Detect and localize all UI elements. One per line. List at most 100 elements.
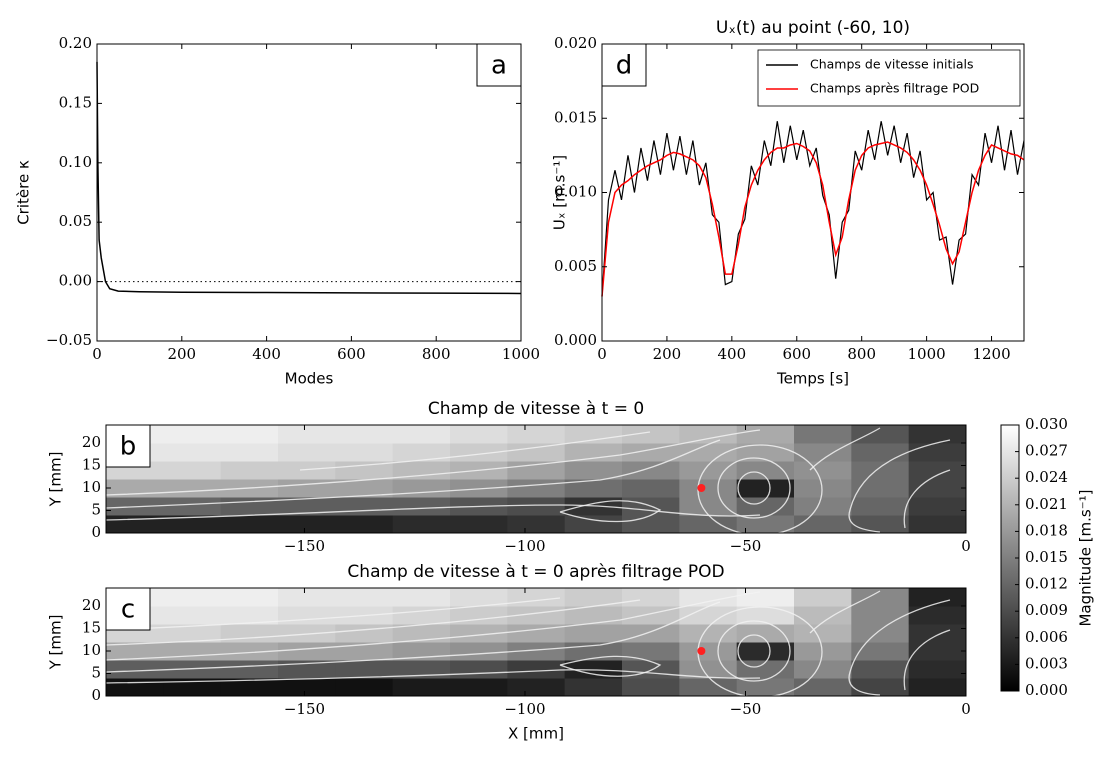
heatmap-cell: [220, 515, 279, 533]
heatmap-cell: [908, 660, 966, 679]
colorbar-tick-label: 0.024: [1025, 468, 1068, 486]
heatmap-cell: [507, 606, 566, 625]
heatmap-cell: [851, 606, 910, 625]
heatmap-cell: [851, 461, 910, 480]
y-tick-label: 10: [82, 478, 101, 496]
heatmap-cell: [908, 425, 966, 444]
y-tick-label: 5: [91, 664, 101, 682]
streamlines: [106, 427, 951, 696]
heatmap-cell: [851, 678, 910, 696]
heatmap-cell: [392, 443, 451, 462]
heatmap-cell: [794, 624, 852, 643]
heatmap-cell: [392, 624, 451, 643]
x-tick-label: 600: [337, 345, 366, 363]
heatmap-cell: [335, 660, 394, 679]
y-tick-label: 20: [82, 596, 101, 614]
axes-frame: [105, 587, 967, 697]
colorbar-tick-label: 0.009: [1025, 601, 1068, 619]
heatmap-cell: [507, 443, 566, 462]
heatmap-cell: [335, 479, 394, 498]
colorbar-tick-label: 0.015: [1025, 548, 1068, 566]
streamlines-b: [106, 427, 951, 533]
heatmap-cell: [564, 479, 623, 498]
panel-label: b: [120, 432, 137, 462]
chart-title: Champ de vitesse à t = 0 après filtrage …: [347, 562, 724, 582]
y-axis-label: Y [mm]: [47, 452, 65, 508]
heatmap-cell: [622, 624, 680, 643]
heatmap-cell: [507, 515, 566, 533]
panel-label: d: [616, 51, 633, 81]
heatmap-cell: [679, 660, 738, 679]
colorbar-tick-label: 0.003: [1025, 654, 1068, 672]
heatmap-cell: [736, 642, 795, 661]
x-tick-label: 0: [597, 345, 607, 363]
x-axis-label: Temps [s]: [776, 370, 849, 388]
heatmap-cell: [564, 660, 623, 679]
heatmap-cell: [163, 515, 222, 533]
heatmap-cell: [736, 425, 795, 444]
heatmap-cell: [450, 588, 508, 607]
heatmap-cell: [908, 624, 966, 643]
colorbar-label: Magnitude [m.s⁻¹]: [1077, 489, 1095, 626]
heatmap-cell: [507, 479, 566, 498]
heatmap-cell: [564, 678, 623, 696]
heatmap-cell: [736, 606, 795, 625]
heatmap-cell: [851, 443, 910, 462]
heatmap-cell: [163, 443, 222, 462]
heatmap-cell: [335, 642, 394, 661]
heatmap-cell: [507, 461, 566, 480]
heatmap-cell: [392, 497, 451, 516]
probe-point: [697, 484, 706, 492]
heatmap-cell: [794, 606, 852, 625]
heatmap-cell: [335, 624, 394, 643]
heatmap-cell: [679, 624, 738, 643]
heatmap-cell: [736, 624, 795, 643]
y-tick-label: 0.05: [59, 212, 92, 230]
heatmap-cell: [450, 443, 508, 462]
heatmap-cell: [220, 624, 279, 643]
heatmap-cell: [679, 443, 738, 462]
x-tick-label: 800: [422, 345, 451, 363]
y-tick-label: 15: [82, 619, 101, 637]
line-series: [601, 121, 1025, 297]
heatmap-cell: [507, 624, 566, 643]
heatmap-cell: [851, 497, 910, 516]
heatmap-cell: [908, 443, 966, 462]
y-tick-label: −0.05: [46, 331, 92, 349]
x-tick-label: 600: [782, 345, 811, 363]
heatmap-cell: [908, 642, 966, 661]
chart-title: Champ de vitesse à t = 0: [428, 399, 644, 419]
heatmap-cell: [163, 642, 222, 661]
heatmap-cell: [220, 443, 279, 462]
heatmap-cell: [679, 425, 738, 444]
heatmap-cell: [220, 588, 279, 607]
heatmap-cell: [564, 606, 623, 625]
heatmap-cell: [679, 678, 738, 696]
heatmap-cell: [507, 642, 566, 661]
y-tick-label: 0.00: [59, 272, 92, 290]
heatmap-cell: [392, 479, 451, 498]
heatmap-cell: [335, 678, 394, 696]
heatmap-cell: [106, 678, 164, 696]
x-tick-label: 400: [718, 345, 747, 363]
y-axis-label: Uₓ [m.s⁻¹]: [551, 155, 569, 230]
heatmap-cell: [794, 678, 852, 696]
heatmap-cell: [278, 515, 336, 533]
heatmap-cell: [622, 678, 680, 696]
colorbar-tick-label: 0.000: [1025, 681, 1068, 699]
heatmap-cell: [794, 515, 852, 533]
x-tick-label: −150: [284, 537, 325, 555]
heatmap-cell: [163, 588, 222, 607]
colorbar-tick-label: 0.027: [1025, 442, 1068, 460]
heatmap-cell: [450, 678, 508, 696]
heatmap-cell: [736, 588, 795, 607]
axes-frame: [96, 43, 522, 342]
x-tick-label: 1000: [908, 345, 946, 363]
x-tick-label: 1200: [972, 345, 1010, 363]
x-tick-label: 200: [653, 345, 682, 363]
heatmap-cell: [679, 606, 738, 625]
heatmap-cell: [392, 678, 451, 696]
heatmap-cell: [335, 497, 394, 516]
heatmap-cell: [564, 515, 623, 533]
heatmap-cell: [908, 497, 966, 516]
